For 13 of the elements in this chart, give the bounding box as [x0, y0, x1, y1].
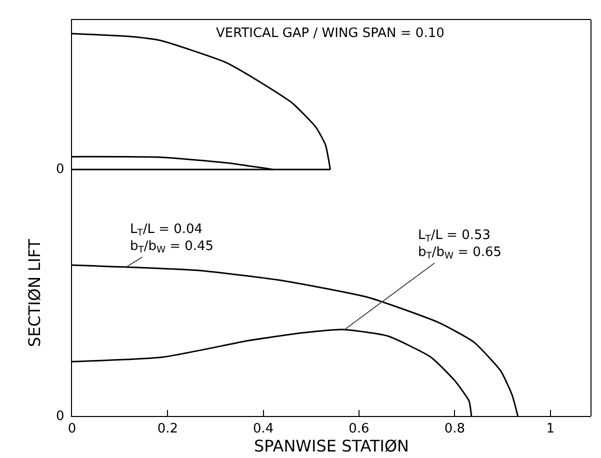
x-tick-label: 0.6	[348, 422, 370, 437]
annotation: L$_{T}$/L = 0.53 b$_{T}$/b$_{W}$ = 0.65	[418, 228, 502, 262]
text: 0	[56, 409, 64, 424]
text: 0	[56, 162, 64, 177]
annotation: L$_{T}$/L = 0.04 b$_{T}$/b$_{W}$ = 0.45	[130, 222, 214, 256]
x-tick-label: 0.4	[252, 422, 274, 437]
x-tick-label: 1	[546, 422, 554, 437]
x-tick-label: 0	[68, 422, 76, 437]
y-axis-title: SECTIØN LIFT	[24, 238, 44, 347]
x-tick-label: 0.8	[444, 422, 466, 437]
x-axis-title: SPANWISE STATIØN	[254, 436, 410, 456]
chart-title: VERTICAL GAP / WING SPAN = 0.10	[216, 26, 444, 41]
x-tick-label: 0.2	[157, 422, 178, 437]
